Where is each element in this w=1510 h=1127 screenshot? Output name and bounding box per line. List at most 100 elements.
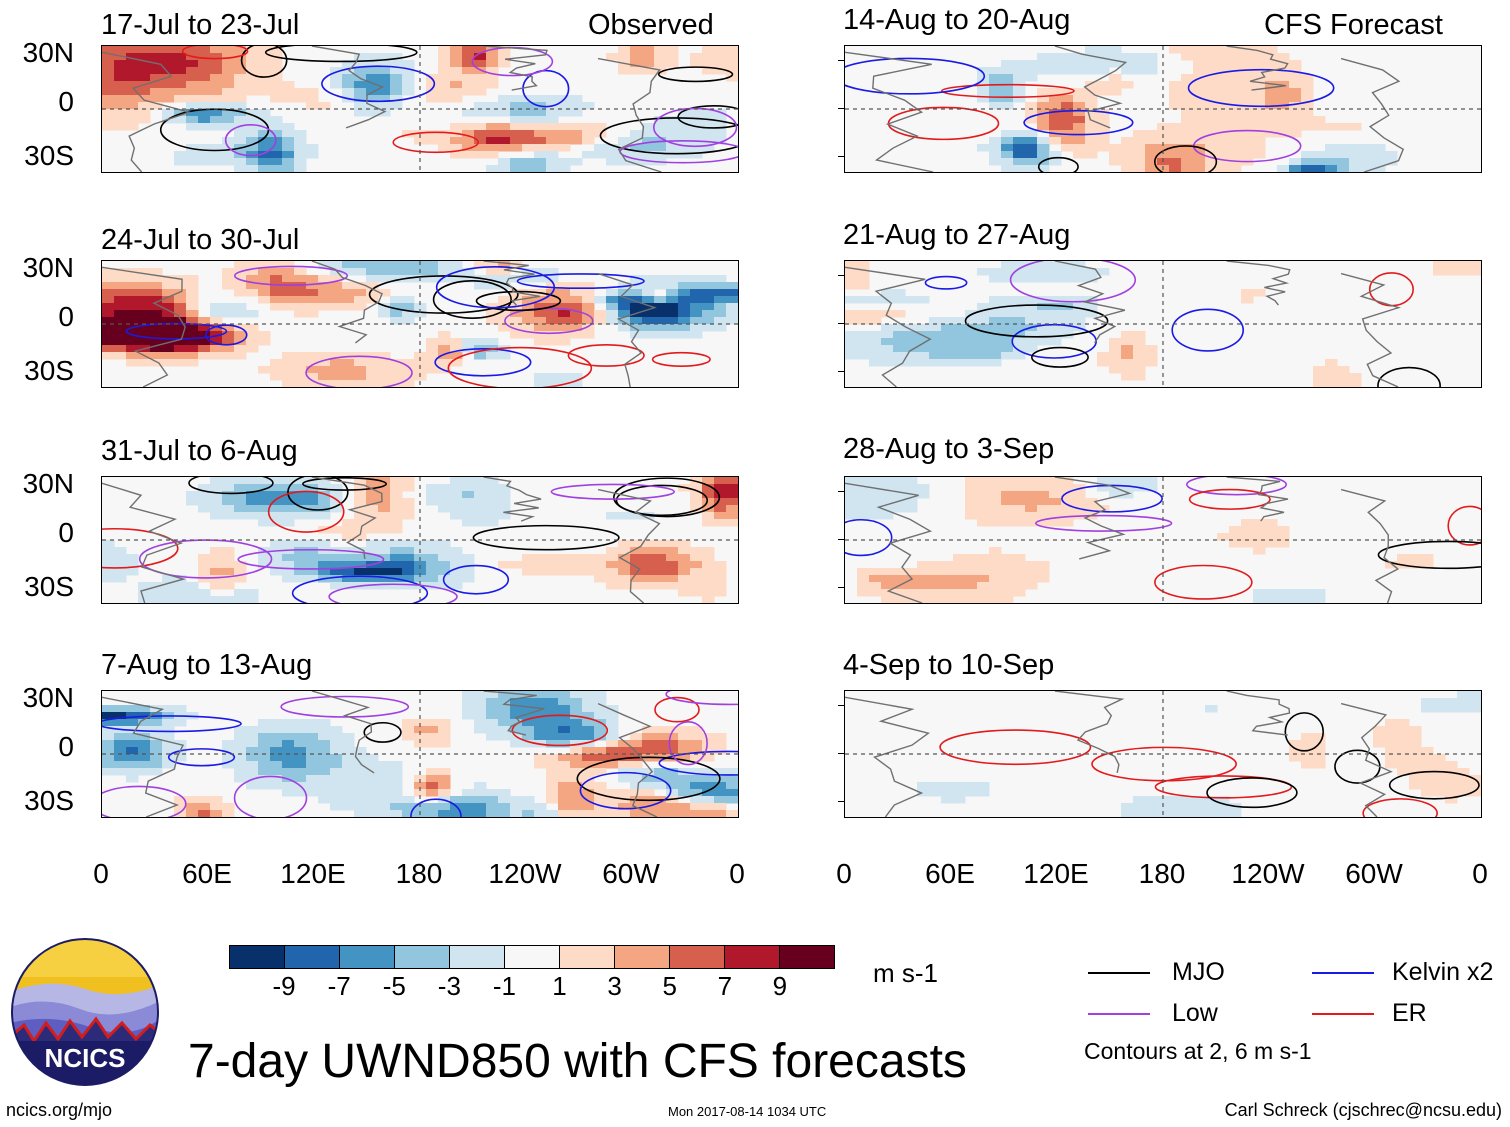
field-cell (318, 275, 331, 283)
field-cell (1373, 144, 1386, 152)
field-cell (198, 81, 211, 89)
field-cell (510, 109, 523, 117)
field-cell (258, 53, 271, 61)
field-cell (282, 733, 295, 741)
field-cell (210, 67, 223, 75)
field-cell (318, 754, 331, 762)
field-cell (366, 491, 379, 499)
field-cell (258, 261, 271, 269)
field-cell (1037, 102, 1050, 110)
coastline (102, 51, 192, 172)
field-cell (1085, 151, 1098, 159)
contour-line (1031, 346, 1089, 368)
field-cell (1277, 60, 1290, 68)
field-cell (1073, 116, 1086, 124)
field-cell (522, 116, 535, 124)
field-cell (1397, 740, 1410, 748)
field-cell (486, 705, 499, 713)
field-cell (1109, 88, 1122, 96)
field-cell (354, 796, 367, 804)
field-cell (210, 102, 223, 110)
field-cell (1073, 95, 1086, 103)
contour-line (1154, 775, 1293, 799)
field-cell (1289, 740, 1302, 748)
field-cell (642, 747, 655, 755)
field-cell (366, 268, 379, 276)
field-cell (498, 719, 511, 727)
field-cell (642, 123, 655, 131)
field-cell (1133, 331, 1146, 339)
field-cell (1289, 130, 1302, 138)
field-cell (726, 296, 738, 304)
field-cell (989, 137, 1002, 145)
field-cell (186, 596, 199, 603)
field-cell (1193, 81, 1206, 89)
field-cell (857, 275, 870, 283)
field-cell (1049, 60, 1062, 68)
field-cell (186, 116, 199, 124)
field-cell (294, 733, 307, 741)
field-cell (138, 67, 151, 75)
field-cell (522, 310, 535, 318)
field-cell (654, 582, 667, 590)
field-cell (570, 561, 583, 569)
field-cell (1337, 373, 1350, 381)
field-cell (1241, 46, 1254, 54)
field-cell (198, 491, 211, 499)
field-cell (546, 761, 559, 769)
field-cell (941, 331, 954, 339)
field-cell (1289, 596, 1302, 603)
field-cell (330, 296, 343, 304)
field-cell (402, 719, 415, 727)
field-cell (270, 491, 283, 499)
field-cell (162, 60, 175, 68)
field-cell (1289, 95, 1302, 103)
field-cell (186, 324, 199, 332)
field-cell (905, 505, 918, 513)
field-cell (486, 102, 499, 110)
field-cell (330, 782, 343, 790)
field-cell (1097, 484, 1110, 492)
field-cell (702, 484, 715, 492)
field-cell (1061, 317, 1074, 325)
field-cell (726, 282, 738, 290)
field-cell (1193, 109, 1206, 117)
field-cell (905, 359, 918, 367)
legend-line-kelvin (1312, 972, 1374, 974)
field-cell (953, 589, 966, 597)
field-cell (1409, 747, 1422, 755)
field-cell (174, 67, 187, 75)
field-cell (1013, 491, 1026, 499)
field-cell (474, 726, 487, 734)
field-cell (977, 331, 990, 339)
field-cell (1301, 74, 1314, 82)
field-cell (570, 768, 583, 776)
field-cell (594, 747, 607, 755)
field-cell (462, 109, 475, 117)
field-cell (354, 477, 367, 485)
field-cell (714, 740, 727, 748)
field-cell (150, 589, 163, 597)
field-cell (1241, 540, 1254, 548)
field-cell (138, 102, 151, 110)
field-cell (929, 345, 942, 353)
field-cell (318, 561, 331, 569)
field-cell (594, 691, 607, 699)
field-cell (654, 53, 667, 61)
field-cell (1013, 144, 1026, 152)
field-cell (114, 547, 127, 555)
field-cell (977, 88, 990, 96)
field-cell (390, 296, 403, 304)
field-cell (102, 53, 115, 61)
field-cell (857, 261, 870, 269)
field-cell (989, 310, 1002, 318)
field-cell (270, 782, 283, 790)
field-cell (582, 303, 595, 311)
field-cell (294, 561, 307, 569)
field-cell (1181, 81, 1194, 89)
field-cell (282, 130, 295, 138)
field-cell (426, 338, 439, 346)
field-cell (330, 289, 343, 297)
field-cell (917, 782, 930, 790)
field-cell (654, 726, 667, 734)
